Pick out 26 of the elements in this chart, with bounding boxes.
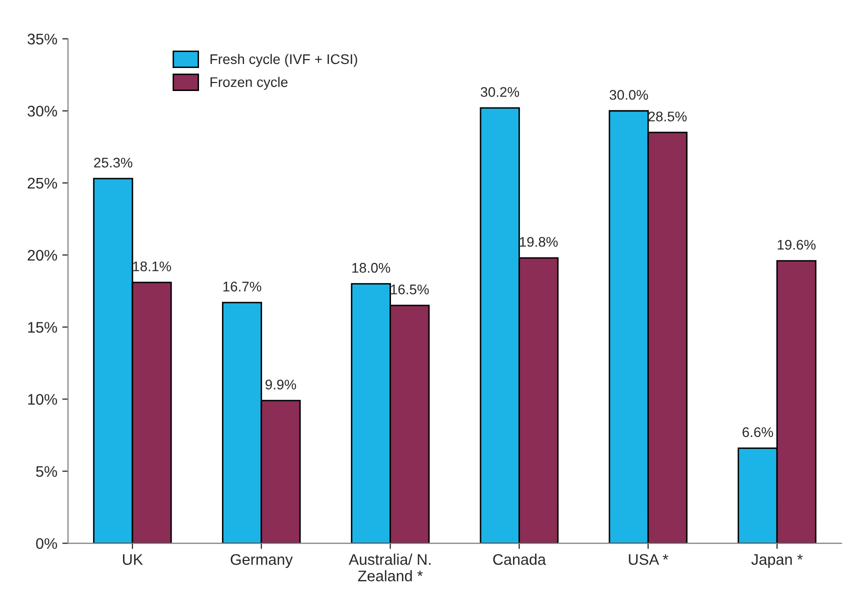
legend-label: Fresh cycle (IVF + ICSI) [210,54,358,67]
data-label: 16.7% [223,282,262,292]
x-tick-label: UK [123,554,143,565]
data-label: 16.5% [391,284,429,294]
data-label: 30.0% [610,90,648,100]
y-tick-label: 30% [28,106,58,117]
y-tick-label: 10% [28,394,58,405]
data-label: 18.0% [352,262,390,273]
y-tick-label: 5% [36,466,58,477]
x-tick-label: Australia/ N. Zealand * [348,554,430,582]
x-tick-label: Canada [493,554,546,565]
data-label: 18.1% [133,261,171,272]
y-tick-label: 25% [28,178,58,189]
data-label: 9.9% [266,380,296,390]
y-tick-label: 0% [36,538,58,549]
legend-label: Frozen cycle [210,76,288,90]
data-label: 19.6% [778,240,816,250]
x-tick-label: Germany [230,554,293,568]
y-tick-label: 15% [28,322,58,333]
data-label: 6.6% [742,427,774,438]
data-label: 30.2% [480,87,520,97]
x-tick-label: USA * [628,554,668,565]
data-label: 25.3% [94,158,132,168]
x-tick-label: Japan * [751,554,803,568]
y-tick-label: 20% [28,250,58,261]
y-tick-label: 35% [28,34,58,44]
